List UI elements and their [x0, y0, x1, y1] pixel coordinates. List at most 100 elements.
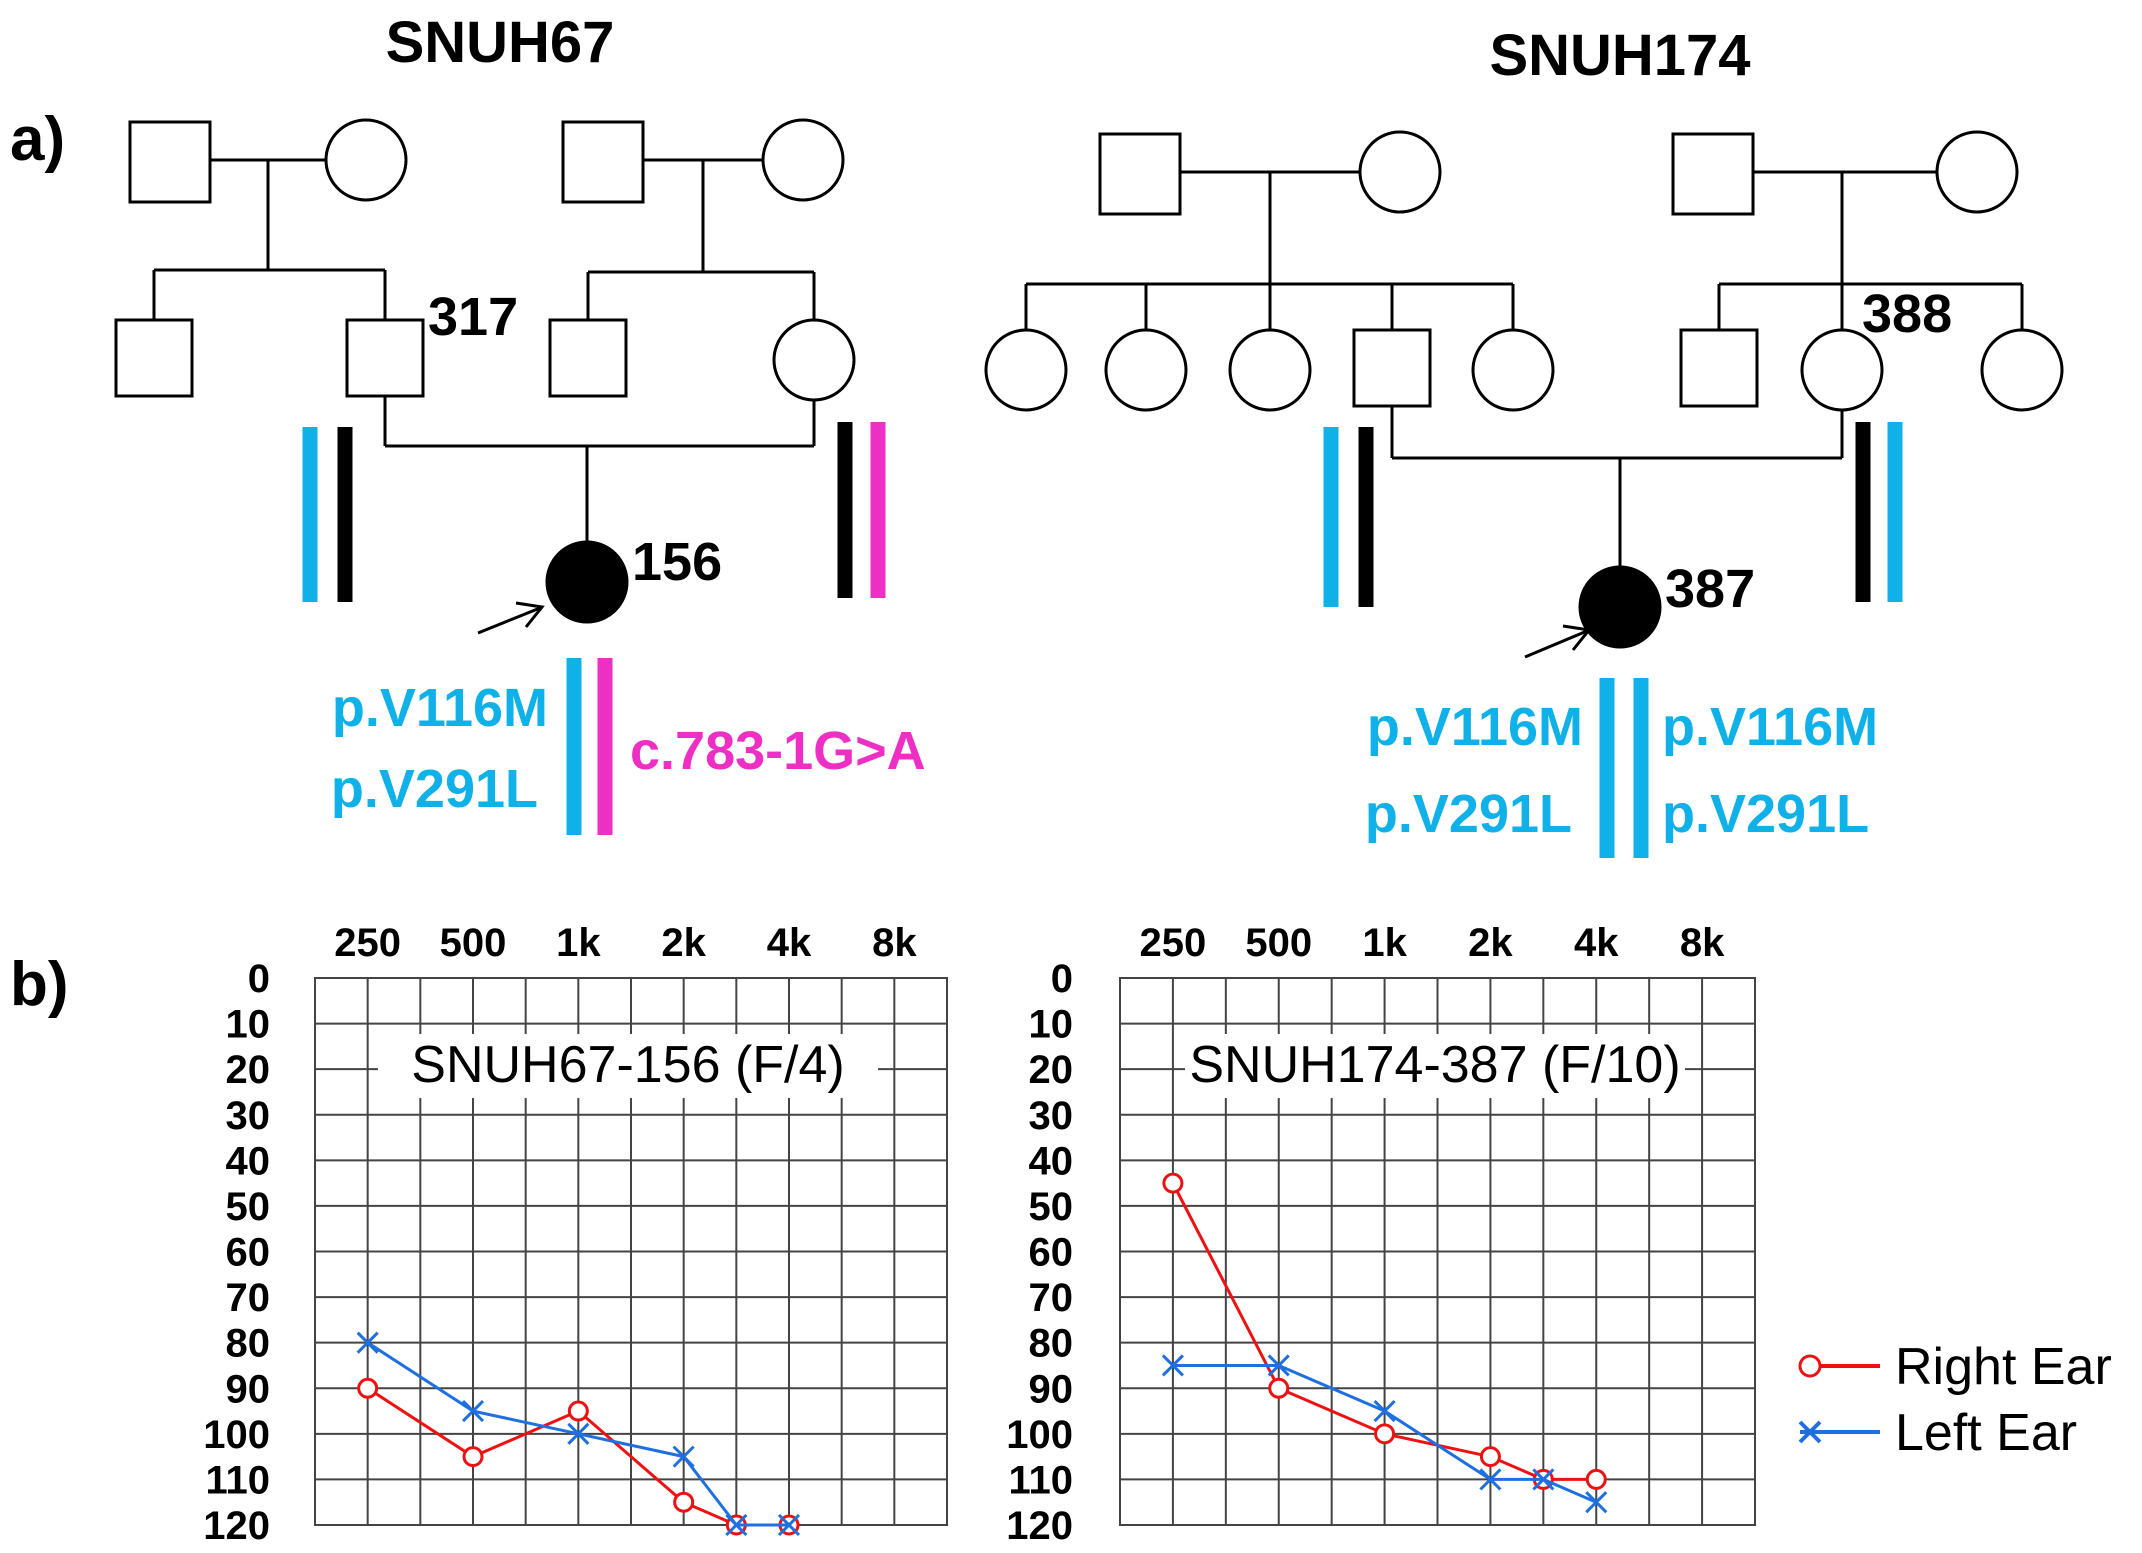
y-tick-label: 120 [203, 1504, 270, 1548]
y-tick-label: 40 [1029, 1139, 1074, 1183]
y-tick-label: 0 [248, 957, 270, 1001]
left-ear-point [725, 1513, 748, 1537]
y-tick-label: 70 [1029, 1276, 1074, 1320]
audiogram-title: SNUH174-387 (F/10) [1189, 1036, 1680, 1094]
right-ear-point [1162, 1172, 1184, 1194]
id-156: 156 [632, 532, 722, 592]
allele-bars-snuh174 [1323, 422, 1903, 858]
legend-label: Left Ear [1895, 1404, 2077, 1462]
variant-labels-snuh67: p.V116M p.V291L c.783-1G>A [331, 678, 926, 819]
paternal-aunt-1 [984, 328, 1068, 412]
id-317: 317 [428, 287, 518, 347]
id-387: 387 [1665, 559, 1755, 619]
y-tick-label: 110 [205, 1458, 270, 1502]
grandmother-maternal [761, 118, 845, 202]
right-ear-point [357, 1377, 379, 1399]
series-line [366, 1341, 789, 1527]
panel-a-label: a) [10, 105, 65, 174]
right-ear-point [1585, 1468, 1607, 1490]
y-tick-label: 110 [1008, 1458, 1073, 1502]
audiogram-2: 250 500 1k 2k 4k 8k 01020304050607080901001101… [1006, 921, 1756, 1548]
y-tick-label: 50 [226, 1185, 271, 1229]
y-tick-label: 20 [1029, 1048, 1074, 1092]
variant-v116m-snuh174-left: p.V116M [1367, 697, 1583, 757]
y-tick-label: 80 [1029, 1322, 1074, 1366]
proband-387 [1578, 565, 1662, 649]
y-tick-label: 30 [1029, 1094, 1074, 1138]
grandmother-paternal [324, 118, 408, 202]
y-tick-label: 0 [1051, 957, 1073, 1001]
y-tick-label: 20 [226, 1048, 271, 1092]
series-line [1172, 1363, 1597, 1504]
legend: Right Ear Left Ear [1798, 1338, 2112, 1462]
grandfather-paternal-174 [1098, 132, 1182, 216]
y-tick-label: 70 [226, 1276, 271, 1320]
x-tick-label: 250 [1140, 921, 1207, 965]
maternal-aunt-174 [1980, 328, 2064, 412]
y-tick-label: 90 [226, 1367, 271, 1411]
left-ear-point [672, 1445, 695, 1468]
variant-v291l-snuh174-left: p.V291L [1365, 784, 1572, 844]
y-tick-label: 100 [203, 1413, 270, 1457]
left-ear-point [1585, 1491, 1608, 1514]
y-tick-label: 10 [1029, 1003, 1074, 1047]
paternal-aunt-4 [1471, 328, 1555, 412]
proband-arrow-snuh174 [1524, 624, 1592, 659]
allele-bars-snuh67 [302, 422, 886, 835]
x-tick-label: 1k [1362, 921, 1407, 965]
legend-label: Right Ear [1895, 1338, 2112, 1396]
y-tick-label: 80 [226, 1322, 271, 1366]
grandfather-maternal-174 [1671, 132, 1755, 216]
grandfather-paternal [128, 120, 212, 204]
family-title-snuh174: SNUH174 [1489, 23, 1750, 88]
x-tick-label: 4k [1574, 921, 1619, 965]
variant-v116m-snuh174-right: p.V116M [1662, 697, 1878, 757]
x-tick-label: 500 [1245, 921, 1312, 965]
variant-v291l-snuh174-right: p.V291L [1662, 784, 1869, 844]
x-tick-label: 8k [1680, 921, 1725, 965]
pedigree-snuh174: SNUH174 388 387 [984, 23, 2064, 659]
legend-left-ear: Left Ear [1798, 1404, 2077, 1462]
y-tick-label: 100 [1006, 1413, 1073, 1457]
panel-b-label: b) [10, 950, 69, 1019]
id-388: 388 [1862, 284, 1952, 344]
right-ear-point [673, 1491, 695, 1513]
right-ear-point [1268, 1377, 1290, 1399]
x-tick-label: 8k [872, 921, 917, 965]
variant-splice-snuh67: c.783-1G>A [630, 721, 926, 781]
grandmother-paternal-174 [1358, 130, 1442, 214]
maternal-uncle-174 [1679, 328, 1759, 408]
paternal-uncle [114, 318, 194, 398]
legend-marker-o [1798, 1354, 1822, 1378]
maternal-uncle [548, 318, 628, 398]
variant-v291l-snuh67: p.V291L [331, 759, 538, 819]
left-ear-point [1479, 1468, 1502, 1491]
variant-labels-snuh174: p.V116M p.V291L p.V116M p.V291L [1365, 697, 1878, 844]
left-ear-point [1373, 1399, 1396, 1423]
legend-right-ear: Right Ear [1798, 1338, 2112, 1396]
right-ear-point [462, 1446, 484, 1468]
y-tick-label: 120 [1006, 1504, 1073, 1548]
y-tick-label: 10 [226, 1003, 271, 1047]
paternal-aunt-2 [1104, 328, 1188, 412]
pedigree-snuh67: SNUH67 317 156 [114, 10, 856, 635]
x-tick-label: 2k [1468, 921, 1513, 965]
audiogram-1: 250 500 1k 2k 4k 8k 01020304050607080901001101… [203, 921, 948, 1548]
mother [772, 318, 856, 402]
left-ear-point [567, 1422, 590, 1445]
family-title-snuh67: SNUH67 [386, 10, 615, 75]
right-ear-point [1479, 1446, 1501, 1468]
series-left-ear [1161, 1354, 1608, 1514]
left-ear-point [356, 1331, 379, 1354]
x-tick-label: 1k [556, 921, 601, 965]
grandfather-maternal [561, 120, 645, 204]
paternal-aunt-3 [1228, 328, 1312, 412]
x-tick-label: 2k [661, 921, 706, 965]
x-tick-label: 250 [334, 921, 401, 965]
father-317 [345, 318, 425, 398]
proband-arrow-snuh67 [477, 601, 545, 635]
right-ear-point [1374, 1423, 1396, 1445]
y-tick-label: 30 [226, 1094, 271, 1138]
right-ear-point [567, 1400, 589, 1422]
